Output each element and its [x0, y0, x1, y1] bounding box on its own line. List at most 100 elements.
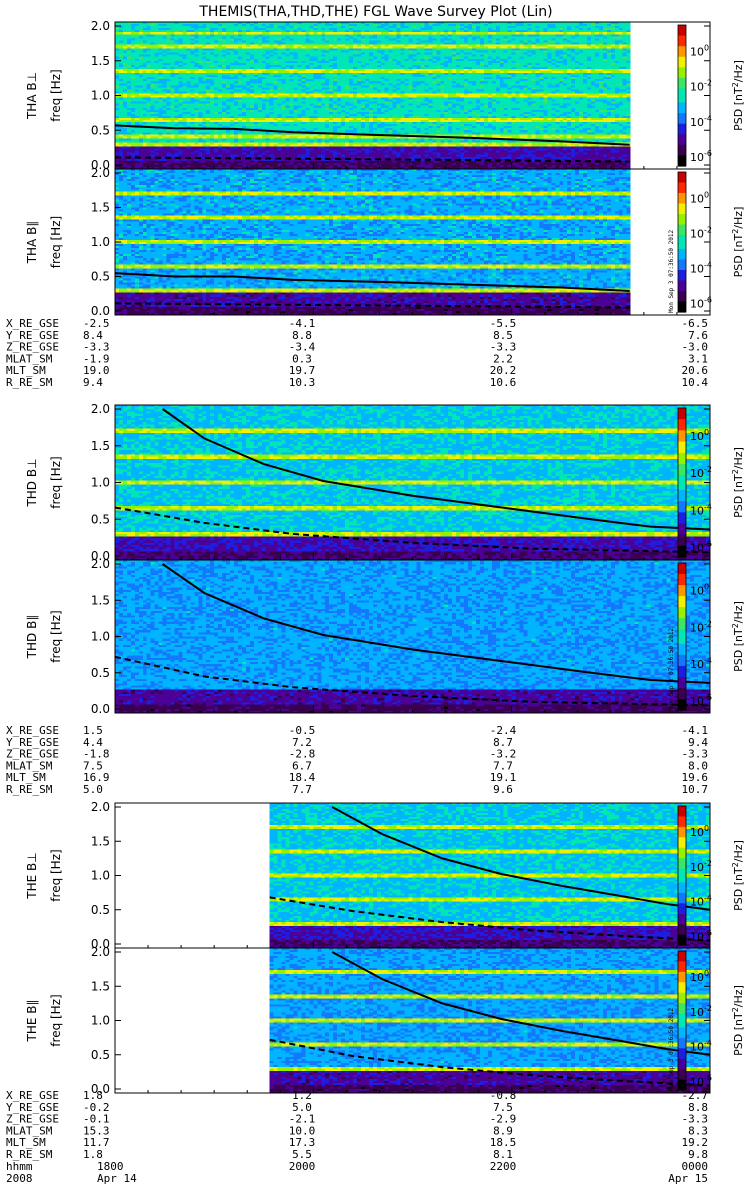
- colorbar-label: PSD [nT2/Hz]: [731, 985, 745, 1056]
- colorbar-cell: [678, 49, 686, 54]
- colorbar-cell: [678, 1065, 686, 1070]
- y-tick-label: 2.0: [91, 945, 110, 959]
- colorbar-cell: [678, 844, 686, 849]
- colorbar-cell: [678, 291, 686, 296]
- colorbar-tick-exponent: -6: [704, 928, 712, 937]
- ephemeris-value: 6.7: [292, 759, 312, 772]
- colorbar-tick-base: 10: [690, 262, 704, 275]
- ephemeris-value: 9.4: [688, 736, 708, 749]
- colorbar-cell: [678, 549, 686, 554]
- colorbar-tick-base: 10: [690, 896, 704, 909]
- colorbar-cell: [678, 819, 686, 824]
- colorbar-cell: [678, 186, 686, 191]
- colorbar-tick-label: 100: [690, 824, 709, 839]
- ephemeris-value: 16.9: [83, 771, 110, 784]
- colorbar-cell: [678, 982, 686, 987]
- colorbar-cell: [678, 137, 686, 142]
- colorbar-cell: [678, 273, 686, 278]
- ephemeris-value: 7.2: [292, 736, 312, 749]
- ephemeris-value: 8.9: [493, 1124, 513, 1137]
- colorbar-cell: [678, 643, 686, 649]
- colorbar-cell: [678, 235, 686, 240]
- ephemeris-value: 4.4: [83, 736, 103, 749]
- colorbar-cell: [678, 1006, 686, 1011]
- colorbar-cell: [678, 563, 686, 568]
- colorbar-tick-exponent: -4: [704, 502, 712, 511]
- colorbar-cell: [678, 585, 686, 590]
- colorbar-cell: [678, 512, 686, 517]
- colorbar-cell: [678, 538, 686, 543]
- y-tick-label: 1.5: [91, 593, 110, 607]
- colorbar-cell: [678, 823, 686, 828]
- colorbar-cell: [678, 1020, 686, 1025]
- colorbar-cell: [678, 906, 686, 911]
- colorbar-tick-exponent: 0: [704, 969, 709, 978]
- colorbar-tick-label: 100: [690, 190, 709, 205]
- colorbar-cell: [678, 581, 686, 586]
- colorbar-cell: [678, 175, 686, 180]
- ephemeris-label: R_RE_SM: [6, 783, 53, 796]
- colorbar-cell: [678, 680, 686, 685]
- ephemeris-label: MLT_SM: [6, 1136, 46, 1149]
- ephemeris-value: 7.6: [688, 329, 708, 342]
- colorbar-cell: [678, 162, 686, 167]
- colorbar-label-post: /Hz]: [732, 60, 745, 82]
- colorbar-cell: [678, 478, 686, 484]
- colorbar-cell: [678, 452, 686, 458]
- ephemeris-label: X_RE_GSE: [6, 317, 59, 330]
- colorbar-cell: [678, 430, 686, 435]
- colorbar-cell: [678, 228, 686, 233]
- ephemeris-value: -2.8: [289, 748, 316, 761]
- y-axis-unit: freq [Hz]: [49, 216, 63, 268]
- ephemeris-value: 7.5: [493, 1101, 513, 1114]
- ephemeris-value: 5.0: [83, 783, 103, 796]
- colorbar-cell: [678, 53, 686, 58]
- colorbar-cell: [678, 445, 686, 450]
- ephemeris-value: 19.0: [83, 364, 110, 377]
- colorbar-tick-base: 10: [690, 826, 704, 839]
- colorbar-cell: [678, 67, 686, 72]
- colorbar-tick-base: 10: [690, 1075, 704, 1088]
- colorbar-cell: [678, 809, 686, 814]
- colorbar-tick-base: 10: [690, 1041, 704, 1054]
- y-tick-label: 1.0: [91, 89, 110, 103]
- colorbar-cell: [678, 553, 686, 558]
- colorbar-cell: [678, 910, 686, 915]
- colorbar-cell: [678, 899, 686, 904]
- colorbar-tick-label: 10-2: [690, 619, 712, 634]
- ephemeris-value: 1.2: [292, 1089, 312, 1102]
- colorbar-tick-label: 10-4: [690, 114, 712, 129]
- ephemeris-label: R_RE_SM: [6, 376, 53, 389]
- colorbar-cell: [678, 42, 686, 47]
- ephemeris-value: -2.4: [490, 724, 517, 737]
- colorbar-cell: [678, 1062, 686, 1067]
- ephemeris-value: 19.2: [682, 1136, 709, 1149]
- colorbar-cell: [678, 941, 686, 946]
- colorbar-cell: [678, 516, 686, 521]
- ephemeris-value: 2.2: [493, 352, 513, 365]
- colorbar-cell: [678, 968, 686, 973]
- ephemeris-value: -2.9: [490, 1113, 517, 1126]
- colorbar-tick-label: 10-2: [690, 465, 712, 480]
- ephemeris-value: 10.0: [289, 1124, 316, 1137]
- colorbar-tick-label: 10-4: [690, 656, 712, 671]
- colorbar-cell: [678, 840, 686, 845]
- y-tick-label: 0.5: [91, 270, 110, 284]
- solid-frequency-curve: [114, 272, 630, 292]
- colorbar-label: PSD [nT2/Hz]: [731, 601, 745, 672]
- ephemeris-value: 20.6: [682, 364, 709, 377]
- y-tick-label: 1.0: [91, 1014, 110, 1028]
- colorbar-tick-label: 100: [690, 43, 709, 58]
- colorbar-cell: [678, 889, 686, 894]
- colorbar-label-pre: PSD [nT: [732, 867, 745, 911]
- colorbar-cell: [678, 1079, 686, 1084]
- solid-frequency-curve: [162, 408, 711, 531]
- ephemeris-value: 10.3: [289, 376, 316, 389]
- colorbar-cell: [678, 172, 686, 177]
- colorbar-cell: [678, 892, 686, 897]
- colorbar-cell: [678, 826, 686, 831]
- colorbar-cell: [678, 920, 686, 925]
- date-label: Apr 15: [668, 1172, 708, 1185]
